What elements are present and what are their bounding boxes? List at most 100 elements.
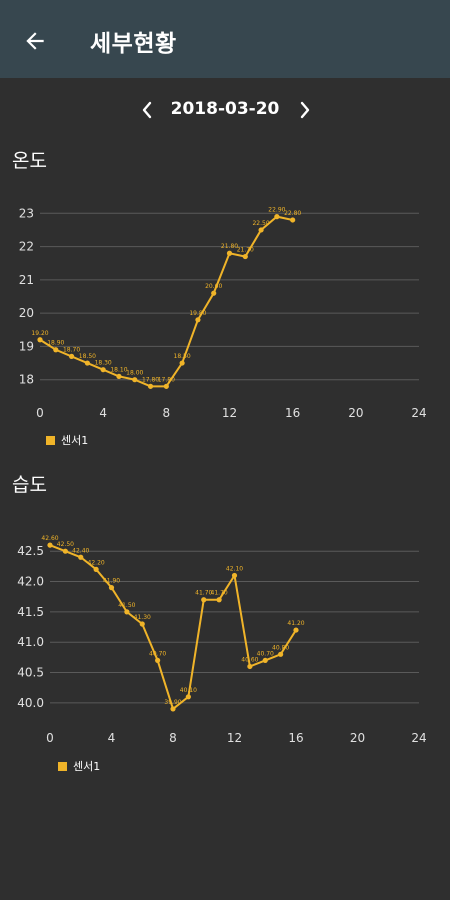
y-tick-label: 41.0: [17, 635, 44, 649]
legend-swatch: [58, 761, 67, 771]
y-tick-label: 40.5: [17, 666, 44, 680]
data-point: [216, 597, 222, 603]
data-point: [68, 353, 75, 359]
humidity-legend: 센서1: [58, 758, 100, 774]
y-tick-label: 40.0: [17, 696, 44, 710]
data-point: [231, 572, 238, 579]
data-label: 18.10: [110, 366, 127, 373]
data-label: 40.80: [272, 644, 289, 651]
temperature-legend: 센서1: [46, 432, 88, 448]
y-tick-label: 18: [19, 373, 34, 387]
back-button[interactable]: [14, 20, 56, 62]
date-navigator: 2018-03-20: [0, 92, 450, 128]
data-point: [211, 290, 217, 296]
data-label: 17.80: [158, 376, 175, 383]
data-label: 21.80: [221, 243, 238, 250]
data-label: 40.60: [241, 656, 258, 663]
data-label: 18.70: [63, 346, 80, 353]
data-point: [78, 554, 84, 560]
legend-label: 센서1: [73, 760, 101, 773]
data-label: 40.10: [180, 687, 197, 694]
y-tick-label: 41.5: [17, 605, 44, 619]
data-point: [258, 227, 264, 233]
data-label: 40.70: [257, 650, 274, 657]
data-point: [93, 566, 99, 572]
y-tick-label: 19: [19, 339, 34, 353]
data-point: [37, 337, 43, 343]
arrow-left-icon: [26, 32, 44, 50]
y-tick-label: 42.0: [17, 575, 44, 589]
data-point: [278, 651, 284, 657]
data-label: 40.70: [149, 650, 166, 657]
data-label: 19.80: [189, 310, 206, 317]
data-point: [47, 542, 53, 548]
series-line: [49, 544, 297, 711]
data-point: [262, 657, 268, 663]
data-label: 42.50: [57, 541, 74, 548]
legend-swatch: [46, 435, 55, 445]
data-point: [53, 347, 59, 353]
data-label: 20.60: [205, 283, 222, 290]
series-line: [39, 215, 293, 388]
x-tick-label: 0: [46, 731, 54, 745]
date-label: 2018-03-20: [170, 99, 280, 119]
data-point: [116, 373, 122, 379]
y-tick-label: 20: [19, 306, 34, 320]
x-tick-label: 16: [288, 731, 303, 745]
x-tick-label: 8: [169, 731, 177, 745]
data-point: [179, 360, 185, 366]
data-label: 18.30: [95, 360, 112, 367]
x-tick-label: 16: [285, 406, 300, 420]
y-tick-label: 22: [19, 240, 34, 254]
data-point: [170, 706, 176, 712]
temperature-section-title: 온도: [12, 150, 47, 172]
x-tick-label: 20: [348, 406, 363, 420]
data-point: [108, 585, 115, 591]
x-tick-label: 0: [36, 406, 44, 420]
data-point: [124, 609, 130, 615]
data-point: [163, 383, 169, 389]
data-label: 18.00: [126, 370, 143, 377]
x-tick-label: 24: [411, 731, 426, 745]
data-point: [100, 367, 106, 373]
data-label: 42.10: [226, 565, 243, 572]
x-tick-label: 12: [222, 406, 237, 420]
data-label: 22.80: [284, 210, 301, 217]
data-label: 41.50: [118, 602, 135, 609]
chevron-left-icon: [142, 101, 152, 119]
data-label: 42.40: [72, 547, 89, 554]
data-label: 41.20: [287, 620, 304, 627]
data-label: 41.70: [211, 590, 228, 597]
data-label: 22.90: [268, 207, 285, 214]
humidity-section-title: 습도: [12, 474, 47, 496]
data-label: 19.20: [31, 330, 48, 337]
data-label: 39.90: [164, 699, 181, 706]
data-label: 41.70: [195, 590, 212, 597]
previous-date-button[interactable]: [131, 92, 163, 128]
x-tick-label: 20: [350, 731, 365, 745]
data-label: 41.30: [134, 614, 151, 621]
next-date-button[interactable]: [289, 92, 321, 128]
humidity-chart: 40.040.541.041.542.042.50 4 8 12 16 20 2442.60…: [17, 535, 426, 745]
data-label: 17.80: [142, 376, 159, 383]
data-point: [290, 217, 296, 223]
data-point: [293, 627, 299, 633]
data-label: 42.20: [88, 559, 105, 566]
app-bar: 세부현황: [0, 0, 450, 78]
chevron-right-icon: [300, 101, 310, 119]
data-label: 21.70: [237, 247, 254, 254]
y-tick-label: 23: [19, 206, 34, 220]
x-tick-label: 4: [108, 731, 116, 745]
data-label: 18.50: [174, 353, 191, 360]
data-label: 42.60: [41, 535, 58, 542]
data-point: [84, 360, 90, 366]
data-point: [155, 657, 161, 663]
data-label: 18.50: [79, 353, 96, 360]
data-point: [274, 214, 280, 220]
legend-label: 센서1: [61, 434, 89, 447]
data-point: [132, 377, 138, 383]
data-point: [247, 663, 253, 670]
x-tick-label: 24: [411, 406, 426, 420]
data-label: 41.90: [103, 578, 120, 585]
